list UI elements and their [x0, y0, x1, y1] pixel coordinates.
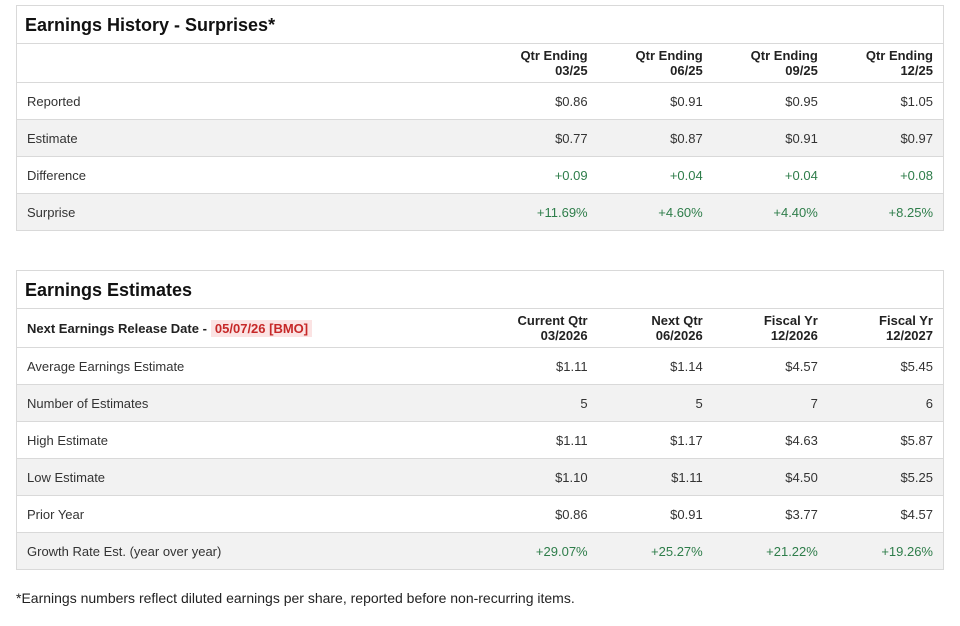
value-cell: 5 [482, 384, 598, 422]
row-label: Reported [27, 93, 81, 109]
value-cell: 5 [597, 384, 713, 422]
table-row: Reported $0.86 $0.91 $0.95 $1.05 [17, 83, 943, 120]
value-cell: +0.08 [827, 156, 943, 194]
table-row: Difference +0.09 +0.04 +0.04 +0.08 [17, 156, 943, 194]
release-date-label: Next Earnings Release Date - [27, 320, 207, 336]
table-row: Number of Estimates 5 5 7 6 [17, 384, 943, 422]
value-cell: $3.77 [712, 495, 828, 533]
release-date-badge: 05/07/26 [BMO] [210, 319, 313, 337]
column-header: Qtr Ending 09/25 [712, 44, 828, 83]
value-cell: +4.60% [597, 193, 713, 230]
earnings-estimates-title: Earnings Estimates [17, 271, 943, 309]
value-cell: +0.04 [597, 156, 713, 194]
row-label: High Estimate [17, 421, 483, 459]
value-cell: $0.87 [597, 119, 713, 157]
earnings-estimates-table: Next Earnings Release Date -05/07/26 [BM… [17, 309, 943, 569]
table-row: High Estimate $1.11 $1.17 $4.63 $5.87 [17, 421, 943, 459]
earnings-footnote: *Earnings numbers reflect diluted earnin… [16, 590, 575, 606]
column-header: Fiscal Yr 12/2026 [712, 309, 828, 348]
row-label: Estimate [17, 119, 483, 157]
value-cell: $0.91 [712, 119, 828, 157]
table-row: Estimate $0.77 $0.87 $0.91 $0.97 [17, 119, 943, 157]
header-label-cell [17, 44, 483, 83]
earnings-history-title: Earnings History - Surprises* [17, 6, 943, 44]
release-date-header: Next Earnings Release Date -05/07/26 [BM… [17, 309, 483, 348]
value-cell: +0.04 [712, 156, 828, 194]
table-row: Surprise +11.69% +4.60% +4.40% +8.25% [17, 193, 943, 230]
value-cell: $0.91 [597, 495, 713, 533]
value-cell: +29.07% [482, 532, 598, 569]
table-header-row: Qtr Ending 03/25 Qtr Ending 06/25 Qtr Endi… [17, 44, 943, 83]
value-cell: +11.69% [482, 193, 598, 230]
value-cell: $5.87 [827, 421, 943, 459]
row-label: Growth Rate Est. (year over year) [17, 532, 483, 569]
column-header: Current Qtr 03/2026 [482, 309, 598, 348]
value-cell: +25.27% [597, 532, 713, 569]
table-row: Low Estimate $1.10 $1.11 $4.50 $5.25 [17, 458, 943, 496]
value-cell: +21.22% [712, 532, 828, 569]
column-header: Qtr Ending 12/25 [827, 44, 943, 83]
row-label: Low Estimate [17, 458, 483, 496]
row-label: Difference [17, 156, 483, 194]
value-cell: $4.57 [827, 495, 943, 533]
value-cell: $0.77 [482, 119, 598, 157]
value-cell: $5.45 [900, 358, 933, 374]
column-header: Qtr Ending 06/25 [597, 44, 713, 83]
value-cell: $0.95 [785, 93, 818, 109]
table-row: Growth Rate Est. (year over year) +29.07… [17, 532, 943, 569]
column-header: Qtr Ending 03/25 [482, 44, 598, 83]
earnings-history-table: Qtr Ending 03/25 Qtr Ending 06/25 Qtr Endi… [17, 44, 943, 230]
row-label: Average Earnings Estimate [27, 358, 185, 374]
table-header-row: Next Earnings Release Date -05/07/26 [BM… [17, 309, 943, 348]
value-cell: $0.86 [482, 495, 598, 533]
column-header: Next Qtr 06/2026 [597, 309, 713, 348]
value-cell: 6 [827, 384, 943, 422]
value-cell: +4.40% [712, 193, 828, 230]
column-header: Fiscal Yr 12/2027 [827, 309, 943, 348]
value-cell: $1.10 [482, 458, 598, 496]
value-cell: $1.17 [597, 421, 713, 459]
row-label: Prior Year [17, 495, 483, 533]
value-cell: $1.05 [900, 93, 933, 109]
value-cell: $4.50 [712, 458, 828, 496]
value-cell: $0.97 [827, 119, 943, 157]
value-cell: $0.86 [555, 93, 588, 109]
value-cell: $4.63 [712, 421, 828, 459]
value-cell: +0.09 [482, 156, 598, 194]
table-row: Average Earnings Estimate $1.11 $1.14 $4… [17, 348, 943, 385]
value-cell: $4.57 [785, 358, 818, 374]
value-cell: 7 [712, 384, 828, 422]
value-cell: $0.91 [670, 93, 703, 109]
value-cell: $5.25 [827, 458, 943, 496]
earnings-estimates-panel: Earnings Estimates Next Earnings Release… [16, 270, 944, 570]
value-cell: +19.26% [827, 532, 943, 569]
earnings-history-panel: Earnings History - Surprises* Qtr Ending… [16, 5, 944, 231]
value-cell: $1.11 [556, 358, 588, 374]
value-cell: $1.14 [670, 358, 703, 374]
row-label: Number of Estimates [17, 384, 483, 422]
value-cell: $1.11 [597, 458, 713, 496]
table-row: Prior Year $0.86 $0.91 $3.77 $4.57 [17, 495, 943, 533]
value-cell: +8.25% [827, 193, 943, 230]
row-label: Surprise [17, 193, 483, 230]
value-cell: $1.11 [482, 421, 598, 459]
